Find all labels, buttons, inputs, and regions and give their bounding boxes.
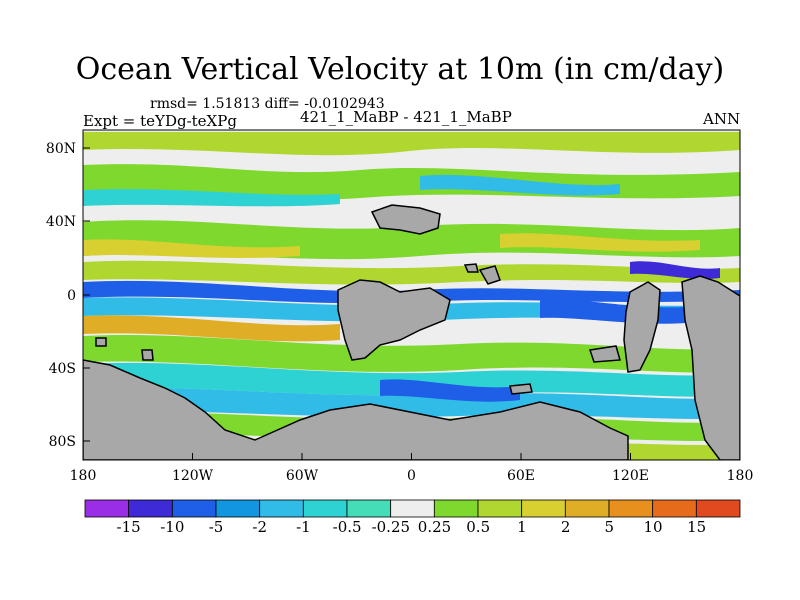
lon-tick-label: 0	[407, 468, 416, 484]
colorbar-label: -2	[252, 518, 267, 536]
land-mass	[463, 263, 479, 273]
velocity-band	[83, 334, 740, 373]
lon-tick-label: 60E	[507, 468, 535, 484]
colorbar-label: -10	[160, 518, 185, 536]
lat-tick-label: 40N	[46, 214, 76, 230]
colorbar-label: 1	[517, 518, 527, 536]
colorbar-swatch	[433, 499, 479, 518]
colorbar-swatch	[477, 499, 523, 518]
land-mass	[681, 275, 740, 460]
land-mass	[589, 345, 621, 363]
colorbar-label: 0.5	[466, 518, 491, 536]
land-mass	[83, 359, 629, 460]
land-mass	[141, 349, 154, 361]
colorbar-swatch	[652, 499, 697, 518]
land-mass	[623, 281, 661, 373]
velocity-band	[380, 379, 520, 402]
velocity-band	[420, 174, 620, 196]
velocity-band	[83, 362, 740, 397]
colorbar-swatch	[259, 499, 304, 518]
land-mass	[337, 279, 451, 361]
velocity-band	[630, 261, 720, 279]
colorbar-label: -0.5	[332, 518, 362, 536]
colorbar-swatch	[171, 499, 217, 518]
velocity-bands	[83, 132, 740, 460]
land-mass	[370, 204, 441, 235]
colorbar-swatch	[390, 499, 435, 518]
colorbar-swatch	[346, 499, 392, 518]
velocity-band	[83, 260, 740, 285]
velocity-band	[540, 299, 700, 324]
season-label: ANN	[703, 110, 741, 128]
colorbar-label: 0.25	[417, 518, 452, 536]
longitude-axis: 180 120W 60W 0 60E 120E 180	[70, 453, 754, 484]
colorbar-label: 15	[687, 518, 707, 536]
land-masses	[83, 204, 740, 460]
colorbar-swatch	[564, 499, 610, 518]
colorbar-label: -5	[208, 518, 224, 536]
colorbar-swatch	[521, 499, 566, 518]
lat-tick-label: 80S	[49, 434, 76, 450]
lon-tick-label: 120E	[612, 468, 649, 484]
lon-tick-label: 60W	[286, 468, 319, 484]
velocity-band	[83, 132, 740, 156]
lon-tick-label: 180	[70, 468, 97, 484]
colorbar-label: -1	[296, 518, 311, 536]
land-mass	[95, 337, 107, 347]
land-mass	[509, 383, 533, 395]
colorbar	[84, 499, 741, 518]
colorbar-label: 2	[560, 518, 571, 536]
map-field	[83, 130, 740, 460]
lat-tick-label: 80N	[46, 141, 76, 157]
latitude-axis: 80N 40N 0 40S 80S	[46, 141, 90, 450]
colorbar-swatch	[608, 499, 654, 518]
velocity-band	[500, 233, 700, 252]
colorbar-swatch	[302, 499, 348, 518]
lon-tick-label: 120W	[172, 468, 214, 484]
experiment-label: Expt = teYDg-teXPg	[83, 112, 237, 130]
lat-tick-label: 40S	[49, 361, 76, 377]
colorbar-swatch	[84, 499, 130, 518]
colorbar-label: 10	[643, 518, 663, 536]
colorbar-label: -0.25	[371, 518, 411, 536]
colorbar-label: -15	[116, 518, 141, 536]
lat-tick-label: 0	[67, 288, 76, 304]
plot-title: Ocean Vertical Velocity at 10m (in cm/da…	[75, 52, 725, 87]
rmsd-diff-stats: rmsd= 1.51813 diff= -0.0102943	[150, 96, 385, 112]
colorbar-swatch	[128, 499, 173, 518]
colorbar-label: 5	[604, 518, 615, 536]
land-mass	[478, 265, 501, 285]
colorbar-swatch	[695, 499, 741, 518]
colorbar-swatch	[215, 499, 261, 518]
comparison-label: 421_1_MaBP - 421_1_MaBP	[300, 108, 512, 126]
velocity-band	[83, 189, 340, 207]
velocity-band	[83, 239, 300, 258]
velocity-band	[83, 315, 340, 342]
lon-tick-label: 180	[727, 468, 754, 484]
